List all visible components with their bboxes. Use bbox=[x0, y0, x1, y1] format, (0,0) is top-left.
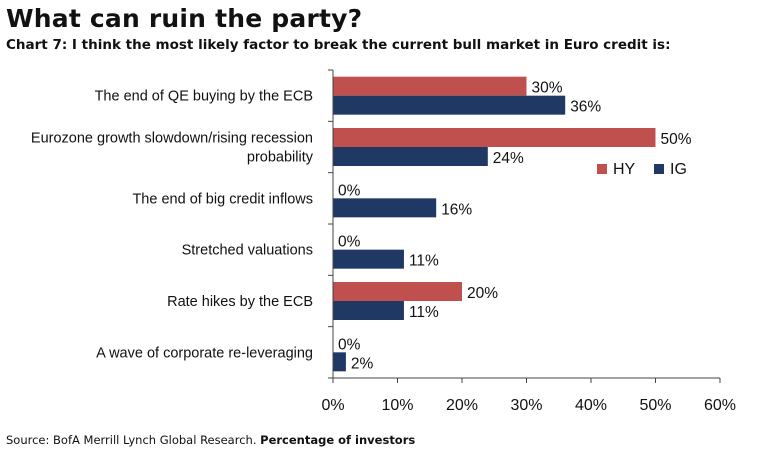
x-tick-label: 0% bbox=[321, 397, 344, 414]
data-label: 36% bbox=[570, 99, 601, 116]
bar-ig bbox=[333, 95, 566, 115]
category-label: Eurozone growth slowdown/rising recessio… bbox=[31, 131, 313, 147]
x-tick-label: 30% bbox=[510, 397, 542, 414]
category-label: A wave of corporate re-leveraging bbox=[96, 345, 313, 361]
legend-label-ig: IG bbox=[670, 161, 687, 178]
unit-note: Percentage of investors bbox=[260, 433, 416, 447]
category-label: Rate hikes by the ECB bbox=[167, 294, 313, 310]
legend-swatch-hy bbox=[597, 164, 607, 174]
x-tick-label: 40% bbox=[575, 397, 607, 414]
x-tick-label: 50% bbox=[639, 397, 671, 414]
data-label: 11% bbox=[409, 304, 439, 321]
category-label: Stretched valuations bbox=[182, 243, 313, 259]
data-label: 16% bbox=[441, 201, 472, 218]
x-tick-label: 20% bbox=[446, 397, 478, 414]
data-label: 20% bbox=[467, 285, 498, 302]
x-tick-label: 10% bbox=[381, 397, 413, 414]
data-label: 30% bbox=[532, 80, 563, 97]
data-label: 24% bbox=[493, 150, 524, 167]
bar-hy bbox=[333, 128, 656, 147]
bar-ig bbox=[333, 249, 404, 269]
bar-ig bbox=[333, 352, 346, 372]
bar-hy bbox=[333, 76, 527, 96]
category-label: probability bbox=[247, 150, 314, 166]
data-label: 11% bbox=[409, 253, 439, 270]
legend-swatch-ig bbox=[654, 164, 664, 174]
bar-ig bbox=[333, 147, 488, 166]
chart-subtitle: Chart 7: I think the most likely factor … bbox=[6, 37, 671, 53]
footer: Source: BofA Merrill Lynch Global Resear… bbox=[6, 433, 415, 447]
source-note: Source: BofA Merrill Lynch Global Resear… bbox=[6, 433, 257, 447]
chart-title: What can ruin the party? bbox=[6, 4, 363, 33]
bar-ig bbox=[333, 301, 404, 320]
data-label: 0% bbox=[338, 234, 361, 251]
category-label: The end of QE buying by the ECB bbox=[95, 89, 313, 105]
category-label: The end of big credit inflows bbox=[132, 191, 313, 207]
x-tick-label: 60% bbox=[704, 397, 736, 414]
data-label: 0% bbox=[338, 182, 361, 199]
data-label: 2% bbox=[351, 355, 374, 372]
legend-label-hy: HY bbox=[613, 161, 636, 178]
data-label: 50% bbox=[661, 131, 692, 148]
bar-hy bbox=[333, 282, 462, 301]
bar-ig bbox=[333, 198, 437, 218]
data-label: 0% bbox=[338, 336, 361, 353]
